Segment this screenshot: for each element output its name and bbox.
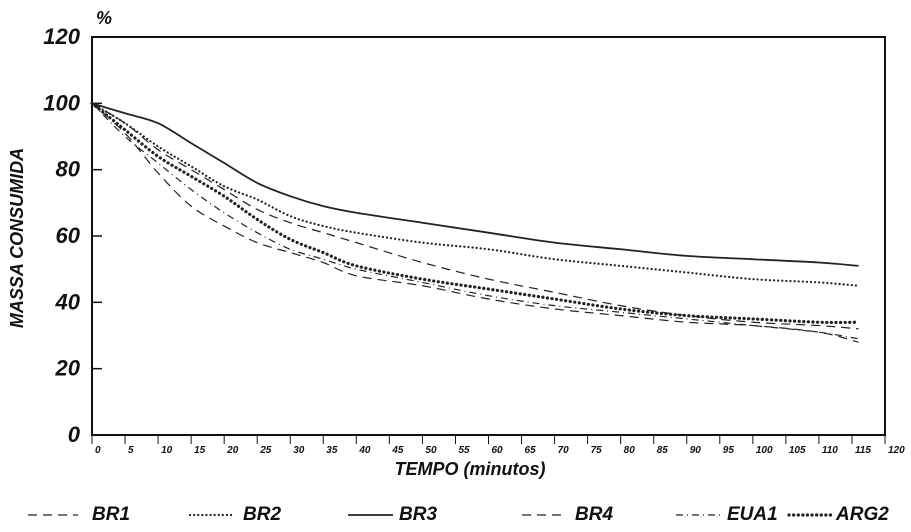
- legend-label-br1: BR1: [92, 504, 130, 525]
- series-line-eua1: [91, 102, 859, 340]
- y-tick-label: 40: [55, 289, 81, 314]
- x-tick-label: 70: [558, 445, 570, 456]
- x-tick-label: 75: [591, 445, 603, 456]
- series-line-br4: [91, 102, 859, 330]
- x-axis-ticks: 0 5 10 15 20 25 30 35 40 45 50 55 60 65 70 75 80 85 90 95 10…: [91, 435, 905, 456]
- y-tick-label: 60: [56, 223, 81, 248]
- y-tick-label: 120: [43, 24, 80, 49]
- plot-area-frame: [91, 36, 886, 436]
- x-tick-label: 40: [358, 445, 371, 456]
- legend-label-eua1: EUA1: [727, 504, 778, 525]
- y-tick-label: 80: [56, 157, 81, 182]
- x-tick-label: 65: [525, 445, 537, 456]
- x-tick-label: 20: [226, 445, 239, 456]
- x-tick-label: 30: [293, 445, 305, 456]
- y-tick-label: 20: [55, 356, 81, 381]
- x-tick-label: 35: [326, 445, 338, 456]
- x-tick-label: 50: [425, 445, 437, 456]
- x-tick-label: 95: [723, 445, 735, 456]
- y-axis-ticks: 0 20 40 60 80 100 120: [43, 24, 102, 447]
- series-line-arg2: [90, 101, 861, 325]
- x-tick-label: 45: [391, 445, 404, 456]
- x-tick-label: 120: [888, 445, 905, 456]
- x-tick-label: 60: [492, 445, 504, 456]
- legend-label-br4: BR4: [575, 504, 613, 525]
- x-tick-label: 55: [458, 445, 470, 456]
- x-tick-label: 85: [657, 445, 669, 456]
- y-tick-label: 0: [68, 422, 81, 447]
- legend-label-br3: BR3: [399, 504, 437, 525]
- x-tick-label: 25: [259, 445, 272, 456]
- x-tick-label: 110: [822, 445, 838, 456]
- x-tick-label: 15: [194, 445, 206, 456]
- x-tick-label: 90: [690, 445, 702, 456]
- series-lines: [90, 101, 861, 343]
- series-line-br3: [91, 102, 859, 267]
- x-axis-title: TEMPO (minutos): [395, 459, 546, 479]
- legend-label-br2: BR2: [243, 504, 281, 525]
- x-tick-label: 105: [789, 445, 806, 456]
- legend-label-arg2: ARG2: [835, 504, 889, 525]
- y-tick-label: 100: [43, 90, 80, 115]
- y-unit-label: %: [96, 8, 112, 28]
- x-tick-label: 10: [161, 445, 173, 456]
- x-tick-label: 115: [855, 445, 871, 456]
- y-axis-title: MASSA CONSUMIDA: [7, 148, 27, 328]
- x-tick-label: 5: [128, 445, 134, 456]
- legend: BR1 BR2 BR3 BR4 EUA1 ARG2: [28, 504, 889, 525]
- x-tick-label: 80: [624, 445, 636, 456]
- x-tick-label: 0: [95, 445, 101, 456]
- x-tick-label: 100: [756, 445, 773, 456]
- series-line-br1: [91, 102, 859, 343]
